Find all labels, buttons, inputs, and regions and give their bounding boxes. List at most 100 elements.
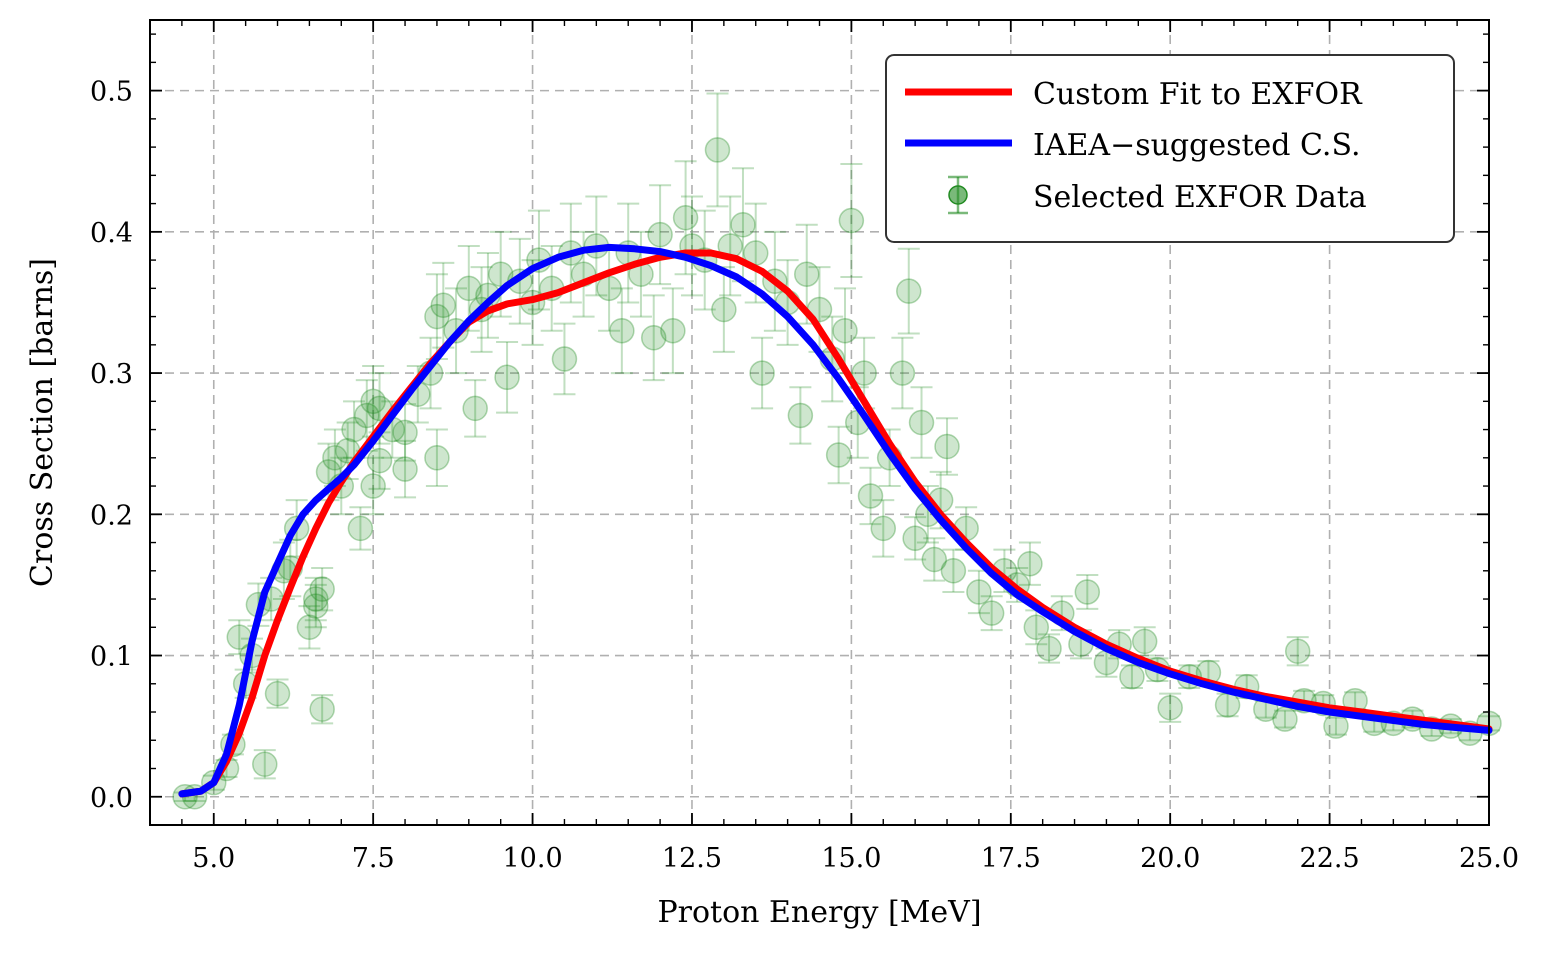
exfor-marker [494, 364, 520, 391]
exfor-marker [1023, 614, 1050, 641]
exfor-marker [978, 600, 1005, 626]
exfor-data-point [360, 456, 386, 516]
exfor-data-point [704, 92, 731, 208]
y-tick-label: 0.5 [90, 77, 133, 108]
exfor-data-point [1017, 541, 1043, 586]
exfor-data-point [1074, 574, 1101, 610]
exfor-marker [309, 696, 335, 722]
exfor-data-point [845, 386, 871, 459]
y-axis-title: Cross Section [barns] [25, 258, 60, 587]
exfor-data-point [309, 694, 335, 725]
exfor-marker [1074, 579, 1101, 605]
exfor-marker [609, 317, 635, 344]
exfor-marker [347, 515, 374, 542]
exfor-marker [1214, 692, 1241, 718]
legend: Custom Fit to EXFOR IAEA−suggested C.S. … [885, 54, 1455, 243]
exfor-marker [908, 409, 935, 436]
exfor-data-point [1272, 706, 1298, 732]
legend-label-custom-fit: Custom Fit to EXFOR [1033, 77, 1363, 112]
exfor-marker [870, 515, 897, 542]
legend-marker [948, 185, 968, 205]
exfor-data-point [430, 261, 457, 349]
exfor-marker [730, 212, 756, 238]
exfor-data-point [1131, 626, 1158, 657]
exfor-data-point [424, 273, 450, 360]
exfor-marker [832, 317, 858, 344]
exfor-marker [392, 419, 418, 446]
exfor-data-point [647, 184, 673, 286]
y-tick-label: 0.1 [90, 642, 133, 673]
exfor-marker [640, 325, 667, 351]
exfor-marker [660, 317, 686, 344]
exfor-marker [889, 360, 916, 386]
exfor-marker [672, 204, 699, 231]
x-axis-title: Proton Energy [MeV] [657, 895, 981, 930]
y-tick-label: 0.2 [90, 500, 133, 531]
exfor-marker [341, 416, 367, 443]
exfor-data-point [896, 247, 922, 335]
exfor-marker [366, 447, 393, 474]
legend-label-exfor: Selected EXFOR Data [1033, 180, 1367, 215]
exfor-marker [462, 395, 488, 422]
exfor-data-point [1036, 633, 1062, 664]
exfor-marker [456, 275, 482, 302]
axis-ticks: 5.0 7.5 10.0 12.5 15.0 17.5 20.0 22.5 25.0 0.0 0.1… [90, 20, 1519, 874]
exfor-marker [1284, 638, 1311, 665]
x-tick-label: 7.5 [352, 843, 395, 874]
exfor-data-point [857, 466, 884, 526]
exfor-data-point [1284, 636, 1311, 667]
exfor-data-point [609, 287, 635, 375]
exfor-data-point [360, 365, 386, 438]
exfor-marker [902, 525, 928, 552]
exfor-data-point [851, 336, 877, 410]
x-tick-label: 22.5 [1300, 843, 1360, 874]
exfor-data-point [793, 223, 820, 325]
exfor-data-point [889, 336, 916, 410]
exfor-data-point [1023, 609, 1050, 646]
exfor-data-point [487, 230, 514, 318]
exfor-marker [264, 680, 291, 707]
exfor-marker [424, 445, 450, 471]
legend-box [885, 54, 1455, 243]
exfor-marker [354, 402, 380, 429]
x-tick-label: 20.0 [1140, 843, 1200, 874]
exfor-data-point [902, 516, 928, 561]
exfor-data-point [354, 379, 380, 452]
exfor-data-point [921, 537, 948, 582]
exfor-marker [1036, 635, 1062, 662]
exfor-marker [793, 261, 820, 287]
exfor-data-point [870, 499, 897, 558]
x-tick-label: 15.0 [821, 843, 881, 874]
exfor-data-point [1157, 692, 1183, 723]
exfor-marker [857, 483, 884, 509]
y-tick-label: 0.4 [90, 218, 133, 249]
exfor-data-point [978, 595, 1005, 632]
exfor-data-point [226, 619, 253, 656]
exfor-data-point [264, 678, 291, 709]
exfor-marker [1119, 663, 1145, 690]
exfor-data-point [551, 322, 578, 396]
exfor-data-point [303, 583, 329, 629]
exfor-marker [551, 346, 578, 372]
legend-swatch-exfor [948, 175, 968, 215]
exfor-data-point [711, 266, 737, 353]
exfor-marker [647, 221, 673, 248]
exfor-marker [787, 402, 814, 429]
exfor-data-point [832, 287, 858, 375]
exfor-marker [966, 579, 992, 605]
exfor-marker [704, 137, 731, 163]
exfor-marker [322, 445, 348, 471]
exfor-data-point [934, 417, 960, 476]
x-tick-label: 5.0 [192, 843, 235, 874]
exfor-data-point [825, 425, 852, 485]
exfor-marker [252, 751, 278, 778]
exfor-data-point [252, 749, 278, 780]
x-tick-label: 10.0 [503, 843, 563, 874]
exfor-marker [424, 303, 450, 330]
exfor-data-point [347, 506, 374, 551]
exfor-marker [360, 388, 386, 415]
exfor-marker [303, 593, 329, 619]
exfor-marker [921, 546, 948, 573]
